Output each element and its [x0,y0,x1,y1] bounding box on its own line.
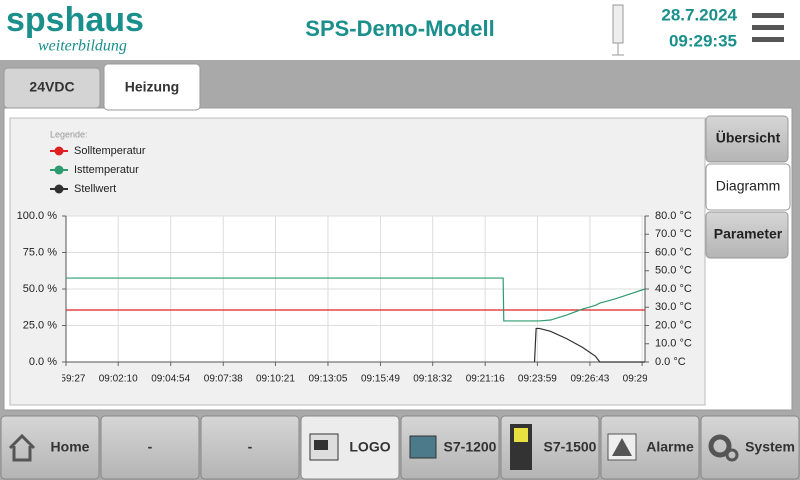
nav-label: Alarme [646,439,694,455]
system-icon [708,434,732,458]
y2-tick-label: 80.0 °C [655,210,692,222]
tab-bg [3,67,101,109]
nav-label: - [148,439,153,455]
x-tick-label: 09:10:21 [256,374,295,385]
y2-tick-label: 20.0 °C [655,319,692,331]
nav-label: Home [51,439,90,455]
time: 09:29:35 [669,31,737,50]
nav-button-bg [400,415,500,480]
nav-button[interactable]: Home [0,415,100,480]
legend-label: Stellwert [74,183,116,195]
y-tick-label: 25.0 % [23,319,57,331]
x-tick-label: 09:13:05 [308,374,347,385]
y-tick-label: 75.0 % [23,246,57,258]
legend-dot [54,165,64,175]
side-button[interactable]: Übersicht [705,115,789,163]
legend-title: Legende: [50,129,88,139]
nav-button-bg [300,415,400,480]
tab-label: Heizung [125,79,179,95]
legend-label: Solltemperatur [74,145,146,157]
x-tick-label: 09:21:16 [466,374,505,385]
logo: spshaus [6,1,144,39]
nav-label: System [745,439,795,455]
tab[interactable]: Heizung [103,63,201,111]
side-button-label: Diagramm [716,178,781,194]
series-line [533,327,645,363]
nav-button-bg [700,415,800,480]
y-tick-label: 100.0 % [17,210,58,222]
legend-label: Isttemperatur [74,164,139,176]
header-bar [0,0,800,60]
date: 28.7.2024 [661,5,737,24]
side-button[interactable]: Parameter [705,211,789,259]
y2-tick-label: 70.0 °C [655,228,692,240]
nav-button[interactable]: Alarme [600,415,700,480]
tab[interactable]: 24VDC [3,67,101,109]
tab-label: 24VDC [29,79,74,95]
nav-button[interactable]: - [200,415,300,480]
x-tick-label: 09:15:49 [361,374,400,385]
s7-1200-icon [409,435,437,459]
nav-button[interactable]: LOGO [300,415,400,480]
x-tick-label: 09:18:32 [413,374,452,385]
side-button-bg [705,163,791,211]
y2-tick-label: 50.0 °C [655,265,692,277]
nav-button-bg [600,415,700,480]
nav-label: - [248,439,253,455]
y2-tick-label: 40.0 °C [655,283,692,295]
series-line [66,277,646,322]
home-icon [8,433,36,462]
side-button-bg [705,115,789,163]
logo-icon-screen [314,440,328,450]
nav-button-bg [200,415,300,480]
y2-tick-label: 60.0 °C [655,246,692,258]
x-tick-label: 09:23:59 [518,374,557,385]
menu-button[interactable] [752,13,784,42]
legend-dot [54,184,64,194]
signal-tower [612,4,624,56]
legend-dot [54,146,64,156]
x-tick-label: 09:26:43 [570,374,609,385]
nav-label: LOGO [349,439,390,455]
nav-label: S7-1500 [544,439,597,455]
nav-button[interactable]: System [700,415,800,480]
x-tick-label: 09:02:10 [99,374,138,385]
x-tick-label: 08:59:27 [47,374,86,385]
x-tick-label: 09:04:54 [151,374,190,385]
side-button-label: Übersicht [716,130,781,146]
side-button-bg [705,211,789,259]
y2-tick-label: 0.0 °C [655,356,686,368]
alarm-icon-sign [612,438,632,456]
system-icon-small [725,448,739,462]
y-tick-label: 0.0 % [29,356,57,368]
page-title: SPS-Demo-Modell [305,16,494,41]
x-tick-labels: 08:59:27 09:02:10 09:04:54 09:07:38 09:10:21… [47,374,662,385]
logo-sub: weiterbildung [38,38,127,55]
nav-button[interactable]: S7-1500 [500,415,600,480]
tab-bg [103,63,201,111]
nav-button-bg [100,415,200,480]
nav-button-bg [0,415,100,480]
nav-button[interactable]: - [100,415,200,480]
x-tick-label: 09:29:26 [623,374,662,385]
side-button-label: Parameter [714,226,783,242]
nav-button[interactable]: S7-1200 [400,415,500,480]
x-tick-label: 09:07:38 [204,374,243,385]
side-button[interactable]: Diagramm [705,163,791,211]
s7-1500-icon-screen [514,428,528,442]
y2-tick-label: 30.0 °C [655,301,692,313]
nav-label: S7-1200 [444,439,497,455]
y-tick-label: 50.0 % [23,283,57,295]
y2-tick-label: 10.0 °C [655,338,692,350]
